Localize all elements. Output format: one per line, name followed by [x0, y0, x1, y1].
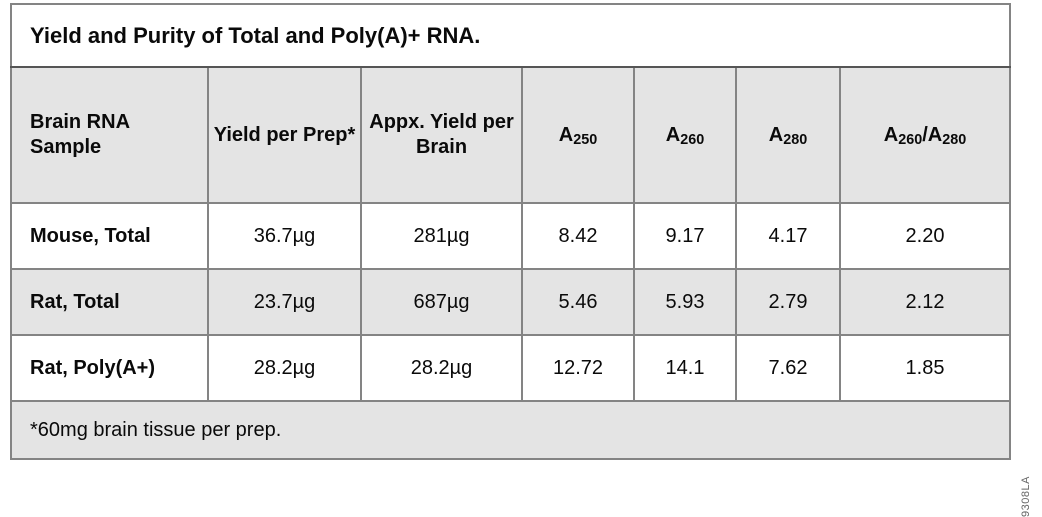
- yield-per-prep-value: 23.7µg: [207, 268, 362, 336]
- table-row-rat-total: Rat, Total 23.7µg 687µg 5.46 5.93 2.79 2…: [10, 268, 1011, 336]
- a250-sub: 250: [573, 131, 598, 148]
- a260-value: 9.17: [633, 202, 737, 270]
- rna-yield-purity-table: Yield and Purity of Total and Poly(A)+ R…: [10, 3, 1011, 460]
- a250-value: 8.42: [521, 202, 635, 270]
- ratio-base2: A: [927, 123, 943, 146]
- col-header-sample: Brain RNA Sample: [10, 66, 209, 204]
- yield-per-brain-value: 687µg: [360, 268, 523, 336]
- ratio-divider: /: [922, 123, 928, 146]
- sample-name: Rat, Total: [10, 268, 209, 336]
- col-header-a260-a280-ratio: A260/A280: [839, 66, 1011, 204]
- ratio-value: 2.20: [839, 202, 1011, 270]
- table-row-mouse-total: Mouse, Total 36.7µg 281µg 8.42 9.17 4.17…: [10, 202, 1011, 270]
- ratio-sub2: 280: [942, 131, 967, 148]
- a250-value: 12.72: [521, 334, 635, 402]
- sample-name: Rat, Poly(A+): [10, 334, 209, 402]
- table-title: Yield and Purity of Total and Poly(A)+ R…: [10, 3, 1011, 68]
- yield-per-brain-value: 28.2µg: [360, 334, 523, 402]
- a260-value: 14.1: [633, 334, 737, 402]
- col-header-a250: A250: [521, 66, 635, 204]
- table-row-rat-polya: Rat, Poly(A+) 28.2µg 28.2µg 12.72 14.1 7…: [10, 334, 1011, 402]
- a280-base: A: [768, 123, 784, 146]
- a280-value: 2.79: [735, 268, 841, 336]
- yield-per-brain-value: 281µg: [360, 202, 523, 270]
- a260-base: A: [665, 123, 681, 146]
- sample-name: Mouse, Total: [10, 202, 209, 270]
- ratio-value: 1.85: [839, 334, 1011, 402]
- a250-value: 5.46: [521, 268, 635, 336]
- col-header-yield-per-prep: Yield per Prep*: [207, 66, 362, 204]
- table-footnote: *60mg brain tissue per prep.: [10, 400, 1011, 460]
- a250-base: A: [558, 123, 574, 146]
- col-header-a280: A280: [735, 66, 841, 204]
- table-header-row: Brain RNA Sample Yield per Prep* Appx. Y…: [10, 66, 1011, 204]
- a260-value: 5.93: [633, 268, 737, 336]
- yield-per-prep-value: 28.2µg: [207, 334, 362, 402]
- ratio-base1: A: [883, 123, 899, 146]
- yield-per-prep-value: 36.7µg: [207, 202, 362, 270]
- ratio-value: 2.12: [839, 268, 1011, 336]
- col-header-a260: A260: [633, 66, 737, 204]
- col-header-yield-per-brain: Appx. Yield per Brain: [360, 66, 523, 204]
- table-footnote-row: *60mg brain tissue per prep.: [10, 400, 1011, 460]
- ratio-sub1: 260: [898, 131, 923, 148]
- a260-sub: 260: [680, 131, 705, 148]
- table-title-row: Yield and Purity of Total and Poly(A)+ R…: [10, 3, 1011, 68]
- figure-number-watermark: 9308LA: [1020, 476, 1032, 517]
- a280-value: 7.62: [735, 334, 841, 402]
- a280-sub: 280: [783, 131, 808, 148]
- a280-value: 4.17: [735, 202, 841, 270]
